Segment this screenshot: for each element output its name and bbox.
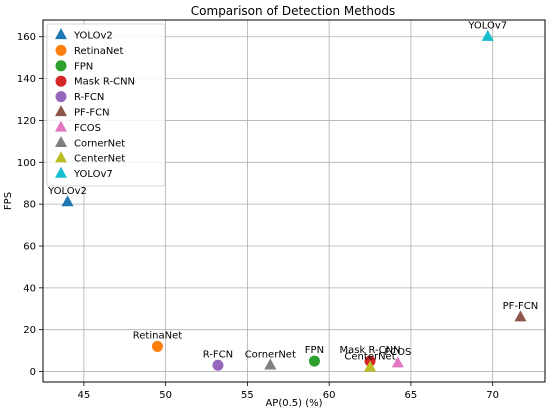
legend-label: PF-FCN: [74, 108, 110, 119]
data-point-label: PF-FCN: [503, 301, 539, 312]
legend-label: FPN: [74, 61, 93, 72]
y-tick-label: 40: [23, 283, 36, 294]
data-point-label: YOLOv2: [47, 186, 87, 197]
y-tick-label: 80: [23, 200, 36, 211]
marks-layer: [61, 29, 527, 372]
legend-label: CornerNet: [74, 138, 125, 149]
legend-label: YOLOv7: [73, 169, 113, 180]
data-point: [514, 310, 527, 322]
x-axis-ticks: 45 50 55 60 65 70: [78, 382, 499, 401]
x-tick-label: 60: [323, 390, 336, 401]
data-point: [264, 358, 277, 370]
legend-marker: [55, 105, 67, 117]
legend-label: RetinaNet: [74, 46, 123, 57]
x-tick-label: 45: [78, 390, 91, 401]
legend-marker: [55, 91, 67, 103]
point-labels-layer: YOLOv2 RetinaNet FPN Mask R-CNN R-FCN PF-FCN F…: [47, 21, 538, 363]
legend-marker: [55, 60, 67, 72]
data-point: [481, 29, 494, 41]
legend-label: YOLOv2: [73, 31, 113, 42]
y-axis-ticks: 0 20 40 60 80 100 120 140 160: [17, 32, 43, 378]
legend-marker: [55, 135, 67, 147]
legend-marker: [55, 44, 67, 56]
data-point-label: RetinaNet: [133, 330, 182, 341]
x-tick-label: 55: [241, 390, 254, 401]
legend-marker: [55, 28, 67, 40]
x-tick-label: 50: [159, 390, 172, 401]
data-point-label: CornerNet: [245, 349, 296, 360]
legend-marker: [55, 75, 67, 87]
data-point-label: R-FCN: [203, 349, 233, 360]
legend-marker: [55, 151, 67, 163]
y-tick-label: 60: [23, 241, 36, 252]
data-point-label: FCOS: [384, 347, 411, 358]
legend-marker: [55, 120, 67, 132]
plot-border: [42, 19, 546, 383]
data-point: [151, 340, 163, 352]
legend-marker: [55, 166, 67, 178]
y-tick-label: 140: [17, 74, 36, 85]
data-point-label: FPN: [305, 345, 324, 356]
data-point-label: Mask R-CNN: [340, 345, 401, 356]
legend-label: FCOS: [74, 123, 101, 134]
legend-label: R-FCN: [74, 92, 104, 103]
y-tick-label: 120: [17, 116, 36, 127]
y-tick-label: 100: [17, 158, 36, 169]
grid-layer: [43, 20, 545, 382]
x-tick-label: 70: [486, 390, 499, 401]
data-point-label: CenterNet: [344, 351, 395, 362]
y-tick-label: 160: [17, 32, 36, 43]
data-point: [391, 356, 404, 368]
data-point-label: YOLOv7: [467, 21, 507, 32]
data-point: [364, 360, 377, 372]
x-tick-label: 65: [405, 390, 418, 401]
y-tick-label: 20: [23, 325, 36, 336]
y-axis-title: FPS: [3, 192, 14, 210]
legend-box: [46, 23, 166, 187]
legend-label: Mask R-CNN: [74, 77, 135, 88]
y-tick-label: 0: [30, 367, 36, 378]
data-point: [308, 355, 320, 367]
chart-title: Comparison of Detection Methods: [191, 4, 395, 18]
data-point: [212, 359, 224, 371]
legend-label: CenterNet: [74, 154, 125, 165]
data-point: [61, 195, 74, 207]
x-axis-title: AP(0.5) (%): [265, 398, 322, 409]
legend: YOLOv2 RetinaNet FPN Mask R-CNN R-FCN PF-FCN F…: [46, 23, 166, 187]
